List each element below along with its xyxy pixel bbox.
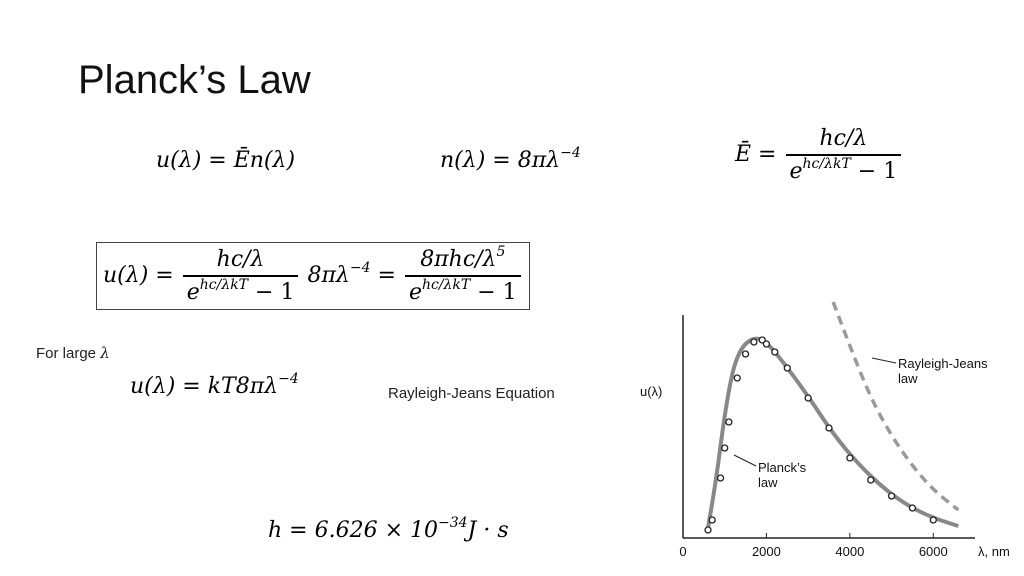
planck-formula-box: u(λ) = hc/λ ehc/λkT − 1 8πλ−4 = 8πhc/λ5 … [96, 242, 530, 310]
data-point [887, 492, 896, 500]
data-point [762, 340, 771, 348]
planck-fraction-1: hc/λ ehc/λkT − 1 [182, 247, 299, 305]
x-tick-label: 2000 [752, 544, 781, 559]
planck-constant-equation: h = 6.626 × 10−34J · s [268, 515, 509, 543]
x-tick-label: 6000 [919, 544, 948, 559]
rayleigh-jeans-leader-line [871, 357, 897, 364]
energy-density-equation: u(λ) = Ēn(λ) [156, 148, 296, 173]
planck-fraction-2: 8πhc/λ5 ehc/λkT − 1 [404, 245, 521, 305]
data-point [758, 336, 766, 344]
data-point [725, 418, 733, 426]
rayleigh-jeans-equation: u(λ) = kT8πλ−4 [130, 371, 299, 399]
chart-data-points [704, 336, 937, 534]
y-axis-label: u(λ) [640, 384, 662, 399]
data-point [741, 350, 750, 358]
chart-axes [682, 315, 975, 539]
average-energy-fraction: hc/λ ehc/λkT − 1 [785, 126, 902, 184]
data-point [908, 504, 917, 512]
data-point [825, 424, 833, 432]
data-point [929, 516, 937, 524]
data-point [704, 526, 712, 534]
x-tick-label: 0 [679, 544, 686, 559]
x-axis-label: λ, nm [978, 544, 1010, 559]
rayleigh-jeans-curve [831, 301, 960, 512]
data-point [716, 474, 725, 482]
data-point [867, 476, 875, 484]
data-point [708, 516, 716, 524]
for-large-lambda-note: For large λ [36, 344, 110, 362]
mode-density-equation: n(λ) = 8πλ−4 [440, 145, 581, 173]
data-point [733, 374, 741, 382]
data-point [783, 364, 791, 372]
data-point [771, 348, 779, 356]
slide-title: Planck’s Law [78, 58, 311, 102]
chart-series [706, 301, 960, 529]
planck-leader-line [733, 454, 757, 467]
planck-law-label: Planck’s law [758, 460, 807, 490]
data-point [804, 394, 812, 402]
chart-labels: 0 2000 4000 6000 λ, nm u(λ) Planck’s law Rayleig… [640, 356, 1010, 559]
data-point [750, 338, 758, 346]
x-tick-label: 4000 [835, 544, 864, 559]
average-energy-equation: Ē = hc/λ ehc/λkT − 1 [735, 126, 903, 184]
data-point [846, 454, 854, 462]
data-point [721, 444, 729, 452]
rayleigh-jeans-label: Rayleigh-Jeans Equation [388, 385, 555, 402]
planck-spectrum-chart: 0 2000 4000 6000 λ, nm u(λ) Planck’s law Rayleig… [640, 301, 1010, 559]
rayleigh-jeans-law-label: Rayleigh-Jeans law [898, 356, 988, 386]
